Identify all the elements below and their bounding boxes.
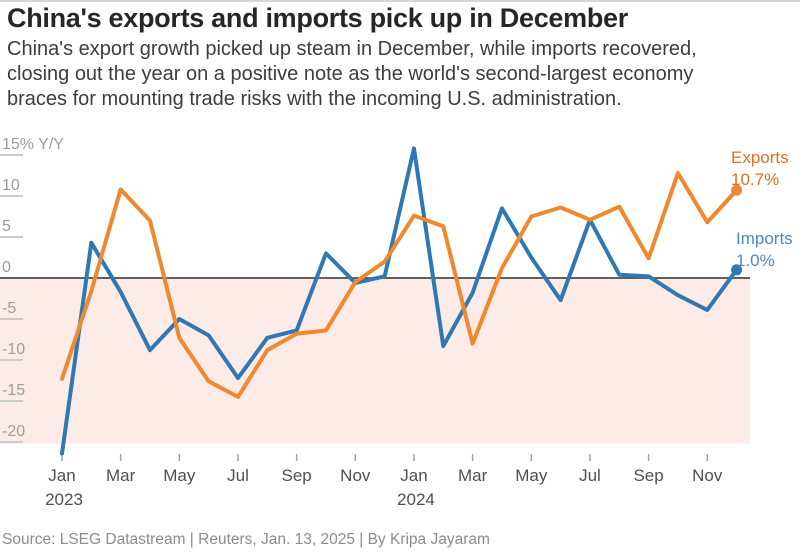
negative-area bbox=[0, 278, 750, 444]
series-value-imports: 1.0% bbox=[736, 251, 775, 270]
x-axis-tick-label: Mar bbox=[106, 466, 136, 485]
x-axis-tick-label: Jan bbox=[400, 466, 427, 485]
x-axis-tick-label: Sep bbox=[282, 466, 312, 485]
x-axis-tick-label: Jul bbox=[579, 466, 601, 485]
x-axis-tick-label: Nov bbox=[340, 466, 371, 485]
exports-end-dot bbox=[731, 184, 743, 196]
x-axis-tick-label: May bbox=[515, 466, 548, 485]
top-rule bbox=[0, 0, 800, 2]
x-axis-tick-label: May bbox=[163, 466, 196, 485]
y-axis-tick-label: 5 bbox=[2, 218, 11, 235]
series-name-exports: Exports bbox=[731, 148, 789, 167]
x-axis-tick-label: Mar bbox=[458, 466, 488, 485]
x-axis-year-label: 2024 bbox=[397, 490, 435, 509]
x-axis-tick-label: Jan bbox=[48, 466, 75, 485]
y-axis-tick-label: -5 bbox=[2, 300, 16, 317]
chart-subtitle-line: closing out the year on a positive note … bbox=[7, 63, 694, 85]
series-label-exports: Exports 10.7% bbox=[731, 147, 789, 191]
x-axis-tick-label: Nov bbox=[692, 466, 723, 485]
exports-line bbox=[60, 171, 739, 399]
source-credit: Source: LSEG Datastream | Reuters, Jan. … bbox=[2, 531, 490, 548]
chart-subtitle-line: China's export growth picked up steam in… bbox=[7, 38, 697, 60]
series-label-imports: Imports 1.0% bbox=[736, 228, 793, 272]
chart-subtitle: China's export growth picked up steam in… bbox=[7, 37, 793, 112]
chart-title: China's exports and imports pick up in D… bbox=[7, 3, 628, 33]
y-axis-tick-label: 0 bbox=[2, 259, 11, 276]
x-axis-tick-label: Sep bbox=[633, 466, 663, 485]
y-axis-tick-label: 10 bbox=[2, 177, 20, 194]
y-axis-tick-label: 15% Y/Y bbox=[2, 136, 64, 153]
imports-end-dot bbox=[731, 264, 743, 276]
chart-subtitle-line: braces for mounting trade risks with the… bbox=[7, 88, 622, 110]
series-name-imports: Imports bbox=[736, 229, 793, 248]
x-axis-year-label: 2023 bbox=[45, 490, 83, 509]
series-value-exports: 10.7% bbox=[731, 170, 780, 189]
y-axis-tick-label: -20 bbox=[2, 423, 25, 440]
y-axis-tick-label: -15 bbox=[2, 382, 25, 399]
x-axis-tick-label: Jul bbox=[227, 466, 249, 485]
y-axis-tick-label: -10 bbox=[2, 341, 25, 358]
